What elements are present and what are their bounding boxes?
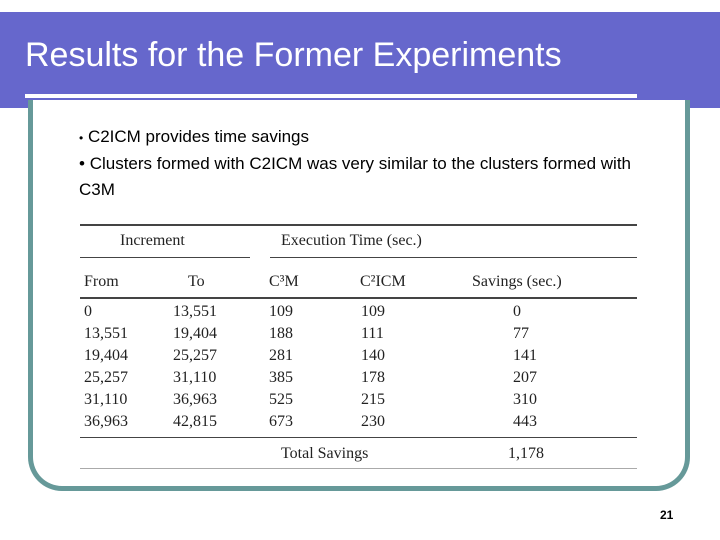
content-frame (28, 100, 690, 491)
table-cell: 13,551 (84, 325, 128, 342)
column-header-to: To (188, 273, 205, 290)
table-cell: 0 (513, 303, 521, 320)
slide-header (0, 12, 720, 108)
table-cell: 281 (269, 347, 293, 364)
table-cell: 525 (269, 391, 293, 408)
table-cell: 19,404 (173, 325, 217, 342)
table-cell: 13,551 (173, 303, 217, 320)
table-cell: 230 (361, 413, 385, 430)
table-cell: 109 (269, 303, 293, 320)
bullet-text: C2ICM provides time savings (87, 127, 310, 146)
bullet-marker: • (79, 154, 85, 173)
table-cell: 42,815 (173, 413, 217, 430)
title-underline (25, 94, 637, 98)
table-cell: 141 (513, 347, 537, 364)
bullet-list: • C2ICM provides time savings • Clusters… (79, 124, 659, 203)
execution-rule (270, 257, 637, 258)
table-cell: 25,257 (84, 369, 128, 386)
table-cell: 385 (269, 369, 293, 386)
table-cell: 36,963 (173, 391, 217, 408)
table-cell: 0 (84, 303, 92, 320)
slide-title: Results for the Former Experiments (25, 36, 562, 74)
bullet-marker: • (79, 131, 84, 145)
bullet-item: • C2ICM provides time savings (79, 124, 659, 151)
header-bottom-rule (80, 297, 637, 299)
table-cell: 25,257 (173, 347, 217, 364)
column-header-c3m: C³M (269, 273, 299, 290)
table-cell: 207 (513, 369, 537, 386)
body-bottom-rule (80, 437, 637, 438)
group-header-execution-time: Execution Time (sec.) (281, 232, 422, 249)
table-cell: 140 (361, 347, 385, 364)
table-top-rule (80, 224, 637, 226)
table-cell: 36,963 (84, 413, 128, 430)
table-cell: 111 (361, 325, 384, 342)
column-header-savings: Savings (sec.) (472, 273, 562, 290)
table-cell: 19,404 (84, 347, 128, 364)
table-cell: 31,110 (84, 391, 128, 408)
table-cell: 77 (513, 325, 529, 342)
table-cell: 178 (361, 369, 385, 386)
table-cell: 673 (269, 413, 293, 430)
column-header-c2icm: C²ICM (360, 273, 406, 290)
group-header-increment: Increment (120, 232, 185, 249)
total-savings-label: Total Savings (281, 445, 369, 462)
table-cell: 109 (361, 303, 385, 320)
table-cell: 310 (513, 391, 537, 408)
table-cell: 215 (361, 391, 385, 408)
table-cell: 31,110 (173, 369, 217, 386)
increment-rule (80, 257, 250, 258)
bullet-item: • Clusters formed with C2ICM was very si… (79, 151, 659, 203)
bullet-text: Clusters formed with C2ICM was very simi… (79, 154, 631, 199)
page-number: 21 (660, 508, 674, 522)
column-header-from: From (84, 273, 119, 290)
table-bottom-rule (80, 468, 637, 469)
total-savings-value: 1,178 (508, 445, 544, 462)
table-cell: 188 (269, 325, 293, 342)
table-cell: 443 (513, 413, 537, 430)
